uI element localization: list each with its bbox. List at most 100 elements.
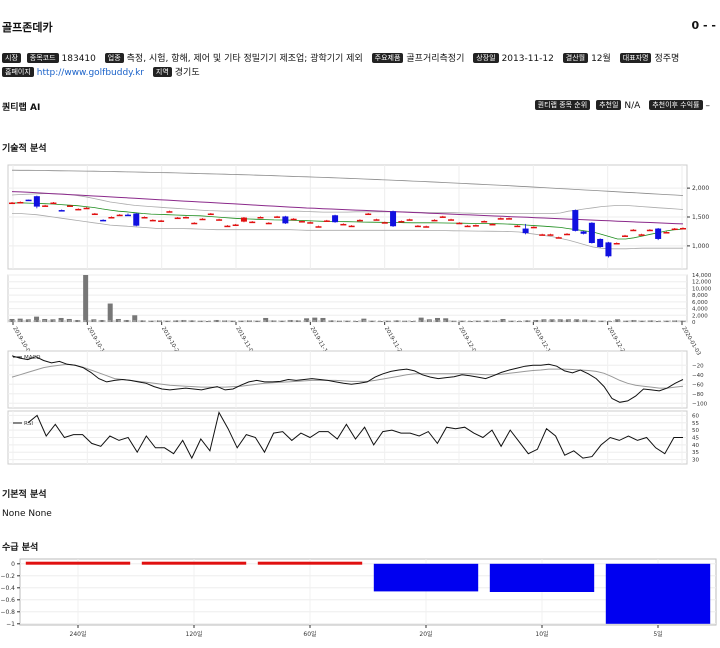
- supply-x-label: 5일: [653, 630, 662, 638]
- candle-body: [141, 217, 148, 219]
- candle-body: [680, 227, 686, 230]
- volume-bar: [312, 317, 318, 322]
- candle-body: [423, 226, 430, 228]
- volume-bar: [345, 320, 350, 322]
- ma-purple-line: [11, 191, 684, 225]
- candle-body: [390, 211, 397, 227]
- supply-tick-label: 0: [11, 561, 15, 568]
- listing-tag: 상장일: [473, 53, 499, 63]
- volume-bar: [459, 320, 465, 322]
- candle-body: [207, 213, 214, 216]
- volume-bar: [304, 318, 310, 322]
- candle-body: [464, 225, 471, 228]
- candle-body: [257, 217, 264, 219]
- supply-x-label: 10일: [535, 630, 548, 638]
- volume-tick-label: 10,000: [692, 286, 712, 292]
- volume-bar: [66, 318, 72, 322]
- volume-bar: [443, 318, 449, 322]
- ai-row: 퀀티랩 종목 순위 추천일 N/A 추천이후 수익률 –: [534, 100, 716, 111]
- fiscal-tag: 결산월: [562, 53, 589, 63]
- supply-bar: [489, 563, 595, 592]
- candle-body: [356, 219, 363, 222]
- candle-body: [381, 222, 388, 224]
- macd-panel: −20 −40 −60 −80 −100 MACD: [7, 350, 708, 409]
- candle-body: [9, 202, 15, 205]
- stock-info: 시장 종목코드 183410 업종 측정, 시험, 항해, 제어 및 기타 정밀기기…: [2, 52, 718, 80]
- volume-bar: [254, 320, 260, 322]
- candle-body: [365, 213, 372, 216]
- candle-body: [564, 233, 571, 236]
- candle-body: [547, 234, 554, 236]
- candle-body: [414, 225, 421, 228]
- candle-body: [315, 226, 322, 228]
- candle-body: [572, 210, 579, 231]
- candle-body: [158, 220, 165, 222]
- volume-bar: [598, 320, 604, 322]
- candle-body: [216, 219, 223, 221]
- bollinger-upper-line: [11, 193, 684, 214]
- candle-body: [75, 208, 82, 211]
- return-value: –: [705, 101, 711, 111]
- volume-bar: [230, 320, 236, 322]
- candle-body: [613, 243, 620, 245]
- candle-body: [25, 199, 32, 202]
- candle-body: [597, 238, 604, 248]
- candle-body: [406, 219, 413, 221]
- price-tick-label: 1,000: [692, 243, 709, 250]
- supply-bar: [373, 563, 479, 592]
- candle-body: [456, 222, 463, 225]
- volume-bar: [189, 320, 195, 322]
- return-tag: 추천이후 수익률: [649, 100, 703, 110]
- candle-body: [514, 225, 521, 228]
- volume-bar: [263, 317, 269, 322]
- region-tag: 지역: [152, 67, 172, 77]
- volume-bar: [238, 320, 244, 322]
- macd-tick-label: −100: [692, 401, 708, 407]
- volume-bar: [320, 317, 326, 322]
- ceo-tag: 대표자명: [619, 53, 652, 63]
- candle-body: [522, 228, 529, 234]
- homepage-link[interactable]: http://www.golfbuddy.kr: [36, 68, 145, 78]
- candle-body: [116, 214, 123, 217]
- candle-body: [58, 210, 65, 212]
- macd-panel-frame: [7, 350, 688, 409]
- rsi-tick-label: 60: [692, 413, 699, 419]
- candle-body: [124, 214, 131, 217]
- candle-body: [332, 215, 339, 223]
- candle-body: [282, 216, 289, 224]
- candle-body: [108, 217, 115, 219]
- supply-bar: [257, 561, 363, 565]
- candle-body: [506, 218, 513, 220]
- price-tick-label: 2,000: [692, 185, 709, 192]
- volume-bar: [410, 320, 416, 322]
- rsi-legend-label: RSI: [24, 421, 33, 427]
- macd-legend-label: MACD: [24, 355, 41, 361]
- candle-body: [149, 219, 156, 222]
- market-tag: 시장: [2, 53, 21, 63]
- price-tick-label: 1,500: [692, 214, 709, 221]
- volume-bar: [500, 318, 506, 322]
- macd-tick-label: −60: [692, 382, 704, 388]
- fundamental-section-title: 기본적 분석: [2, 490, 47, 500]
- candle-body: [133, 213, 140, 226]
- candle-body: [655, 228, 662, 239]
- supply-tick-label: −0.2: [0, 573, 15, 580]
- volume-tick-label: 12,000: [692, 280, 712, 286]
- industry-tag: 업종: [104, 53, 124, 63]
- candle-body: [630, 229, 637, 232]
- rsi-tick-label: 30: [692, 458, 699, 464]
- volume-bar: [435, 317, 441, 322]
- candle-body: [530, 226, 537, 229]
- candle-body: [307, 222, 314, 224]
- homepage-tag: 홈페이지: [2, 67, 34, 77]
- technical-section-title: 기술적 분석: [2, 144, 47, 154]
- volume-bar: [508, 320, 514, 322]
- candle-body: [398, 221, 405, 223]
- ai-rank-button[interactable]: 퀀티랩 종목 순위: [534, 100, 591, 110]
- ma-green-line: [11, 202, 684, 240]
- candle-body: [265, 222, 272, 225]
- industry-value: 측정, 시험, 항해, 제어 및 기타 정밀기기 제조업; 광학기기 제외: [126, 54, 363, 64]
- supply-tick-label: −1: [6, 621, 15, 628]
- candle-body: [290, 218, 297, 221]
